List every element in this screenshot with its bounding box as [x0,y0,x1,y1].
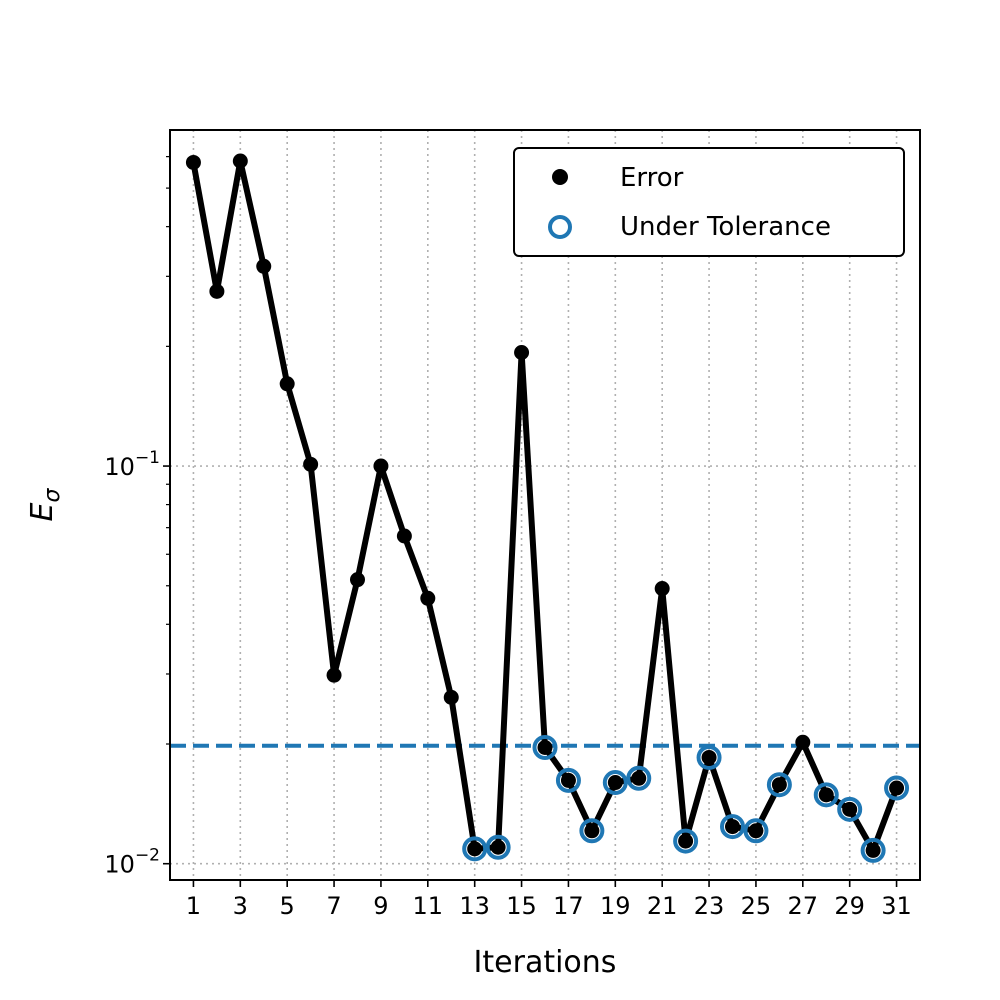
under-tolerance-marker [626,765,652,791]
y-axis-title-main: E [25,502,60,521]
error-point [795,734,811,750]
error-point [631,770,647,786]
x-tick-label: 31 [881,892,912,920]
error-point [232,153,248,169]
legend-marker-error [552,169,568,185]
x-tick-label: 13 [459,892,490,920]
legend-label-error: Error [620,163,684,193]
x-tick-label: 19 [600,892,631,920]
error-point [373,458,389,474]
error-point [748,823,764,839]
y-tick-label: 10−1 [104,448,160,481]
error-point [607,775,623,791]
error-series [185,153,910,863]
y-axis-title-subscript: σ [40,487,65,502]
x-tick-label: 25 [741,892,772,920]
error-point [584,823,600,839]
under-tolerance-marker [860,837,886,863]
x-tick-label: 5 [280,892,295,920]
x-tick-label: 3 [233,892,248,920]
error-point [256,258,272,274]
error-point [303,456,319,472]
under-tolerance-marker [813,782,839,808]
under-tolerance-marker [696,744,722,770]
x-axis-title: Iterations [474,945,617,980]
x-tick-label: 27 [788,892,819,920]
under-tolerance-marker [485,834,511,860]
error-point [889,780,905,796]
error-point [443,689,459,705]
error-point [185,154,201,170]
error-point [771,777,787,793]
error-point [654,581,670,597]
under-tolerance-marker [602,770,628,796]
x-tick-label: 1 [186,892,201,920]
legend-marker-under-tolerance [548,215,572,239]
error-point [350,572,365,588]
x-tick-label: 21 [647,892,678,920]
under-tolerance-marker [884,775,910,801]
under-tolerance-marker [462,836,488,862]
error-point [396,528,412,544]
error-point [842,801,858,817]
y-tick-label: 10−2 [104,846,160,879]
y-tick-base: 10 [104,851,135,879]
error-point [467,841,483,857]
x-tick-label: 23 [694,892,725,920]
y-tick-base: 10 [104,453,135,481]
y-axis: 10−210−1 [104,156,170,879]
error-point [678,833,694,849]
grid [170,130,920,880]
error-point [818,787,834,803]
error-point [560,772,576,788]
error-point [701,749,717,765]
under-tolerance-marker [743,818,769,844]
under-tolerance-marker [673,828,699,854]
x-axis: 1 3 5 7 9 11 13 15 17 19 21 23 25 27 29 31 [186,880,912,920]
x-tick-label: 11 [413,892,444,920]
y-tick-exponent: −2 [135,846,160,866]
x-tick-label: 9 [373,892,388,920]
error-point [420,590,436,606]
error-point [865,842,881,858]
legend-label-under-tolerance: Under Tolerance [620,212,831,242]
error-point [537,739,553,755]
under-tolerance-marker [579,818,605,844]
legend-box [513,147,905,257]
y-tick-exponent: −1 [135,448,160,468]
under-tolerance-marker [837,796,863,822]
x-tick-label: 7 [326,892,341,920]
x-tick-label: 15 [506,892,537,920]
legend: Error Under Tolerance [513,147,905,257]
error-point [279,376,295,392]
error-point [326,667,342,683]
error-point [490,839,506,855]
x-tick-label: 29 [834,892,865,920]
under-tolerance-marker [555,767,581,793]
under-tolerance-marker [532,734,558,760]
under-tolerance-marker [720,814,745,840]
x-tick-label: 17 [553,892,584,920]
under-tolerance-marker [766,772,792,798]
error-point [209,283,225,299]
error-point [725,819,740,835]
error-point [514,345,530,361]
y-axis-title: Eσ [25,487,65,521]
